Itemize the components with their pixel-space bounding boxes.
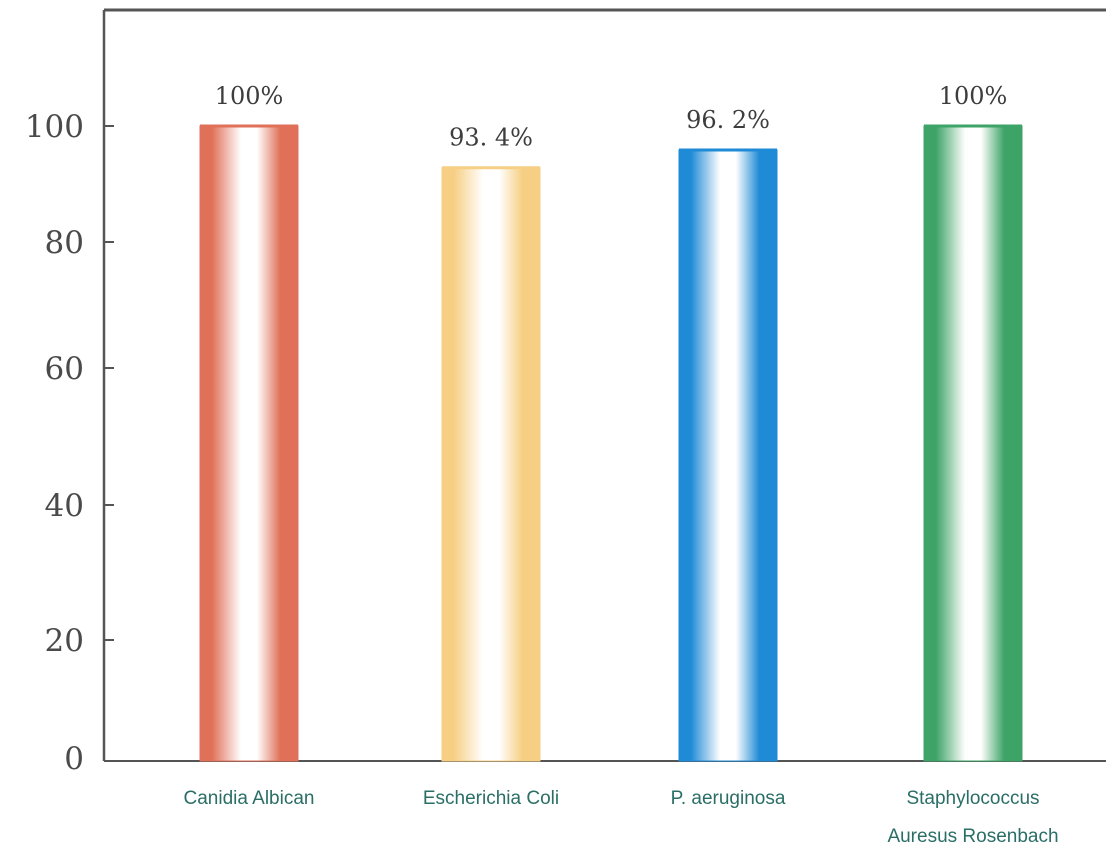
bar: [923, 125, 1023, 762]
x-tick-label: Auresus Rosenbach: [887, 826, 1058, 847]
bar: [678, 149, 778, 762]
x-tick-label: P. aeruginosa: [671, 788, 786, 809]
data-label: 96. 2%: [686, 106, 770, 134]
bars: [199, 124, 1023, 762]
bar: [199, 125, 299, 762]
y-tick-label: 100: [25, 109, 84, 145]
x-axis-labels: Canidia Albican Escherichia Coli P. aerugi…: [184, 788, 1059, 847]
data-label: 100%: [215, 82, 284, 110]
y-tick-label: 60: [45, 351, 84, 387]
y-axis-ticks: 0 20 40 60 80 100: [25, 109, 114, 777]
y-tick-label: 20: [45, 623, 84, 659]
data-label: 100%: [939, 82, 1008, 110]
x-tick-label: Staphylococcus: [906, 788, 1039, 809]
x-tick-label: Canidia Albican: [184, 788, 315, 809]
x-tick-label: Escherichia Coli: [423, 788, 559, 809]
y-tick-label: 80: [45, 225, 84, 261]
y-tick-label: 0: [64, 741, 84, 777]
y-tick-label: 40: [45, 488, 84, 524]
data-labels: 100% 93. 4% 96. 2% 100%: [215, 82, 1008, 152]
data-label: 93. 4%: [449, 124, 533, 152]
bar: [441, 167, 541, 762]
